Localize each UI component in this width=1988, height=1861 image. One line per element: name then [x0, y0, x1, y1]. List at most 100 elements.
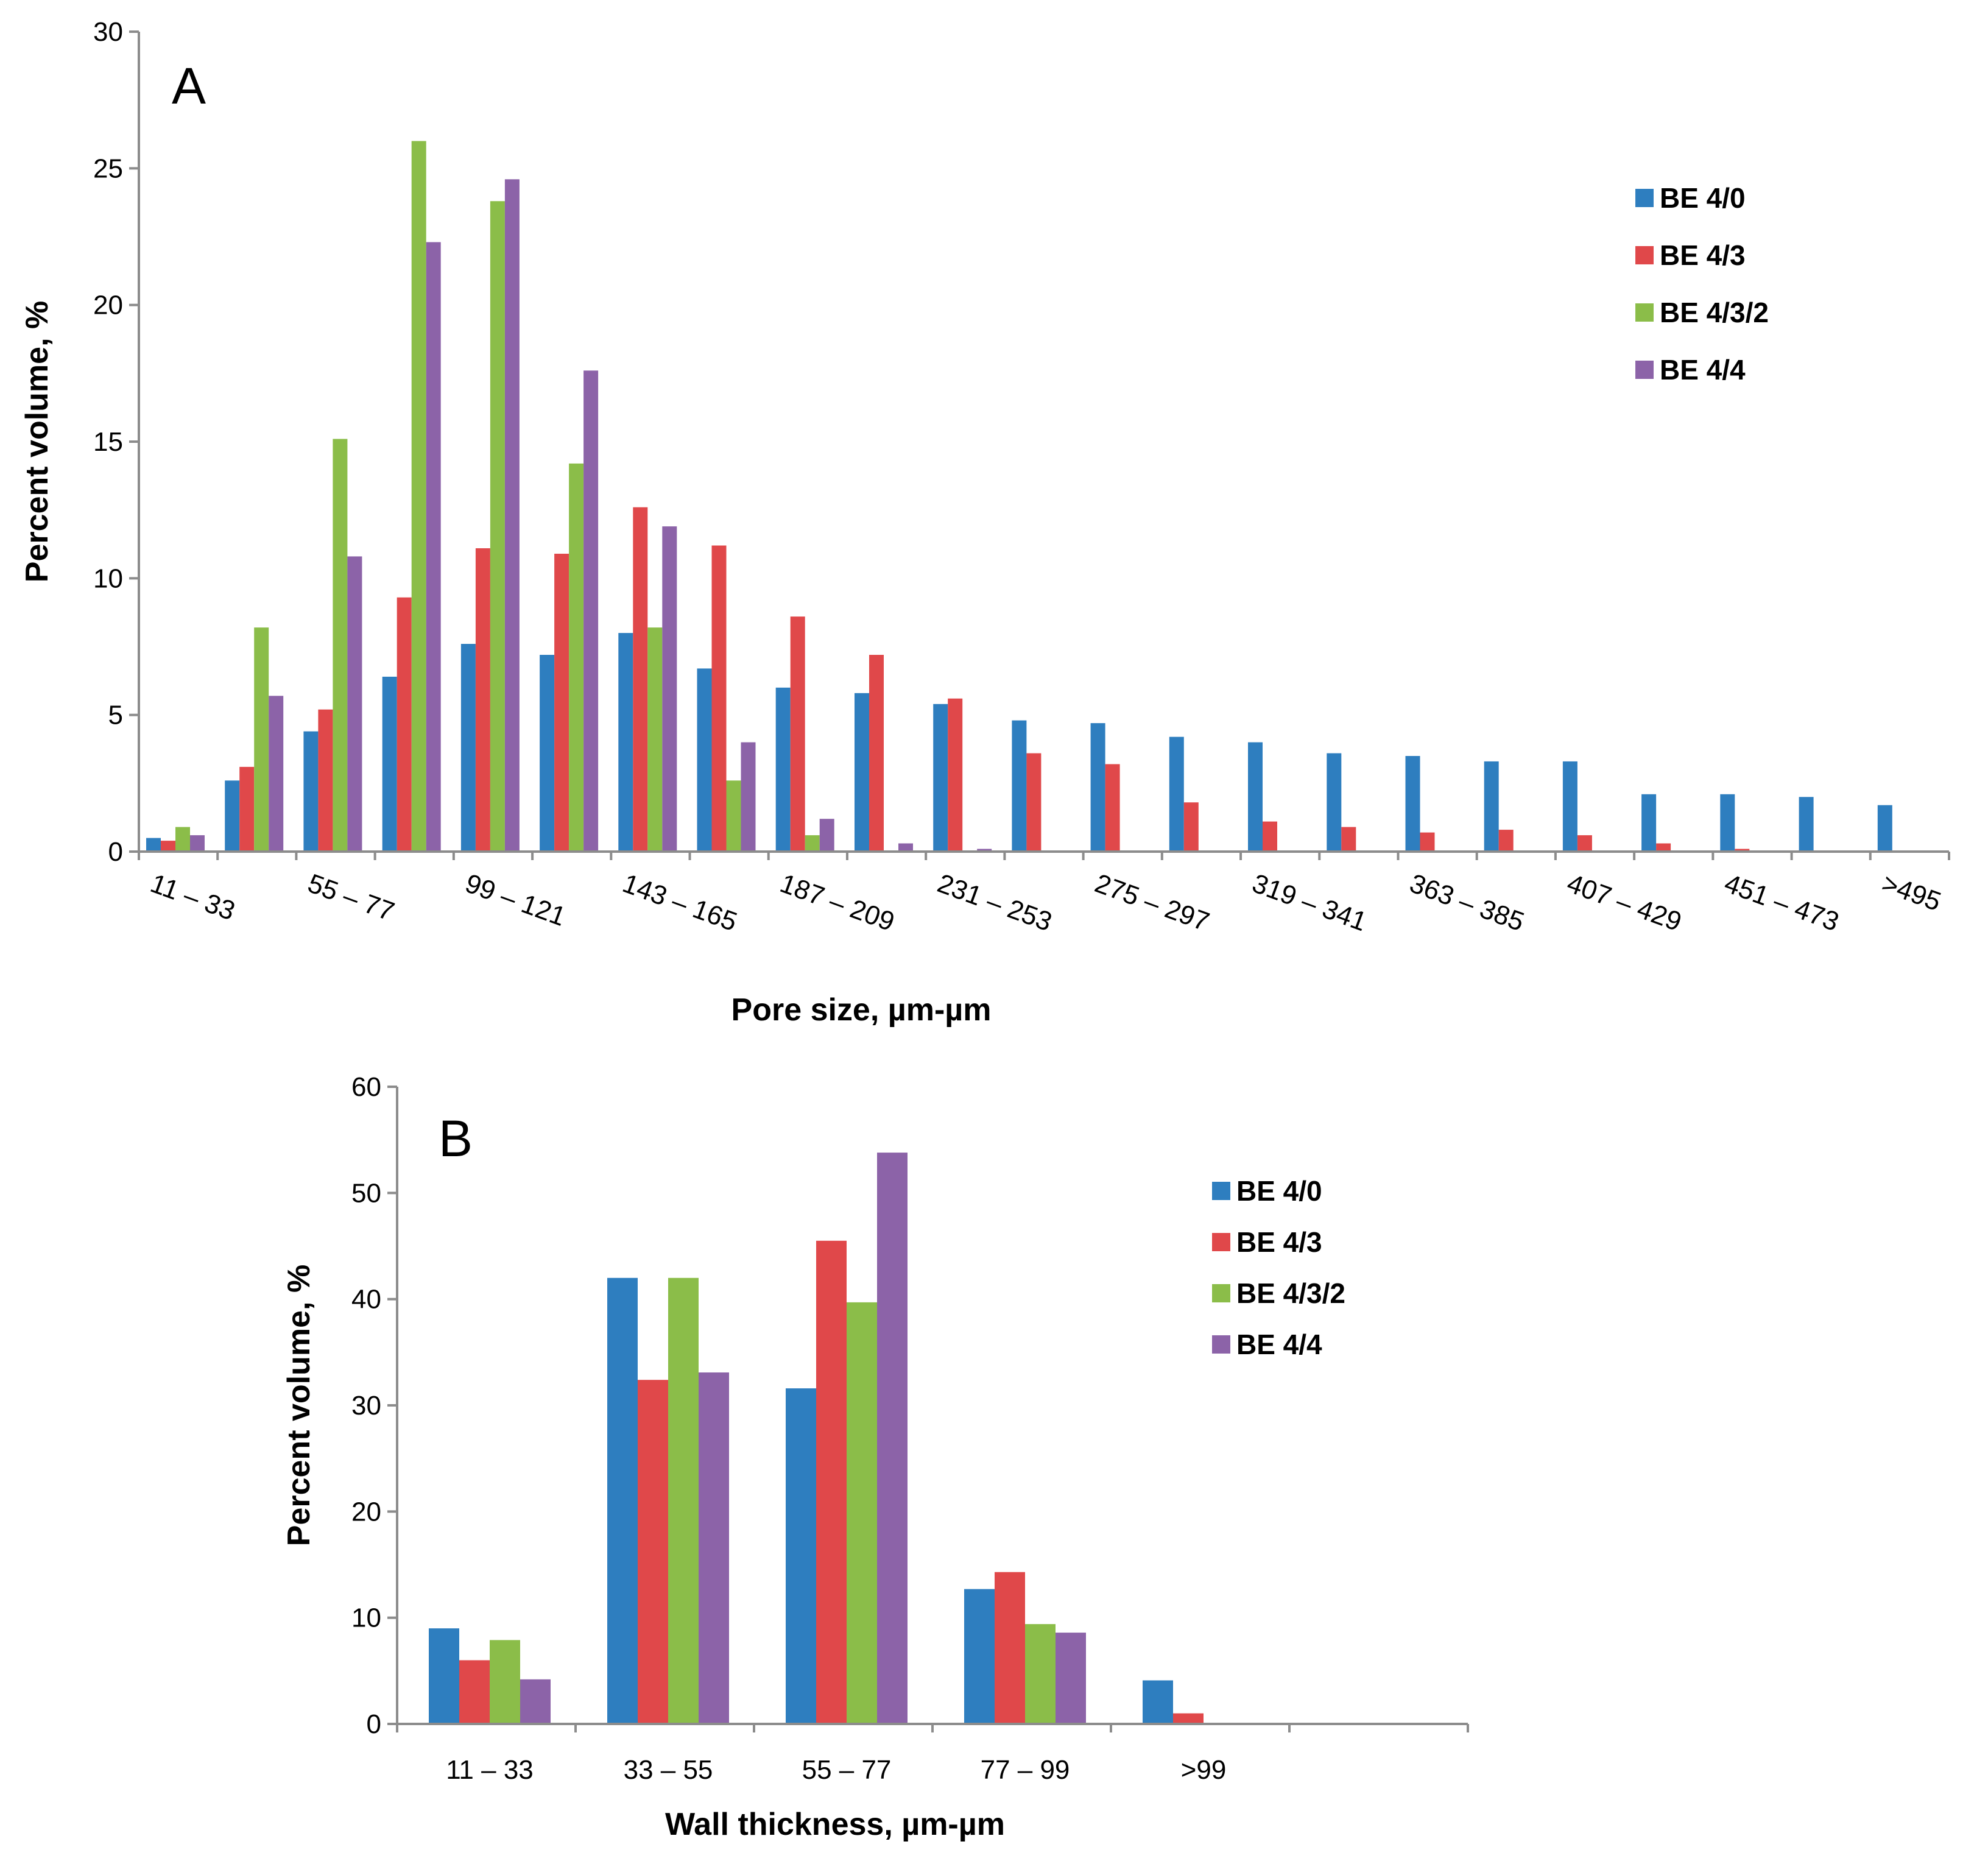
x-tick-label: 55 – 77	[802, 1755, 892, 1785]
bar	[175, 827, 190, 852]
legend-swatch	[1635, 303, 1654, 322]
bar	[1143, 1680, 1173, 1724]
bar	[877, 1153, 908, 1724]
bar	[948, 698, 963, 852]
x-tick-label: >99	[1181, 1755, 1227, 1785]
bar	[225, 780, 240, 852]
y-tick-label: 25	[93, 154, 123, 183]
bar	[1248, 742, 1263, 852]
y-tick-label: 0	[108, 837, 123, 867]
legend-swatch	[1212, 1284, 1230, 1302]
bar	[490, 201, 505, 852]
bar	[569, 463, 584, 852]
bar	[382, 676, 397, 852]
bar	[847, 1302, 877, 1724]
bar	[1183, 802, 1199, 852]
bar	[429, 1628, 459, 1724]
y-tick-label: 50	[351, 1178, 381, 1208]
bar	[607, 1277, 638, 1724]
y-tick-label: 5	[108, 701, 123, 730]
bar	[668, 1277, 699, 1724]
y-axis-title: Percent volume, %	[19, 301, 55, 582]
bar	[1562, 761, 1577, 852]
legend-swatch	[1635, 246, 1654, 264]
x-axis-title: Pore size, µm-µm	[731, 992, 992, 1028]
bar	[490, 1640, 520, 1724]
panel-label: B	[439, 1110, 473, 1167]
bar	[805, 835, 820, 852]
y-tick-label: 30	[93, 17, 123, 47]
x-tick-label: 275 – 297	[1091, 868, 1213, 937]
y-tick-label: 30	[351, 1391, 381, 1421]
bar	[898, 843, 913, 852]
bar	[1498, 830, 1514, 852]
x-tick-label: 187 – 209	[776, 868, 898, 937]
bar	[1641, 794, 1657, 852]
bar	[869, 655, 884, 852]
y-tick-label: 10	[351, 1603, 381, 1633]
legend-swatch	[1212, 1233, 1230, 1251]
panel-label: A	[172, 57, 206, 115]
bar	[995, 1572, 1025, 1724]
bar	[662, 526, 677, 852]
bar	[1327, 753, 1342, 852]
x-tick-label: 407 – 429	[1563, 868, 1685, 937]
legend-label: BE 4/3/2	[1236, 1277, 1345, 1309]
bar	[790, 616, 805, 852]
bar	[699, 1372, 729, 1724]
bar	[475, 548, 490, 852]
legend-swatch	[1212, 1182, 1230, 1200]
bar	[1877, 805, 1892, 852]
legend: BE 4/0 BE 4/3 BE 4/3/2 BE 4/4	[1635, 182, 1769, 386]
chart-panel-b: 0 10 20 30 40 50 60 11 – 33 33 – 55 55 – 77 77 – 9…	[281, 1072, 1469, 1842]
bar	[347, 556, 362, 852]
bar	[1656, 843, 1671, 852]
bar	[554, 554, 569, 852]
legend-label: BE 4/4	[1660, 354, 1746, 386]
bar	[1263, 821, 1277, 852]
bar	[397, 597, 412, 852]
bar	[333, 439, 348, 852]
bar	[741, 742, 756, 852]
y-tick-label: 40	[351, 1285, 381, 1315]
bar	[1090, 723, 1105, 852]
y-tick-label: 15	[93, 427, 123, 457]
bar	[775, 687, 791, 852]
bar	[318, 709, 333, 852]
bar	[504, 179, 520, 852]
bar	[411, 141, 426, 852]
bar	[1420, 832, 1435, 852]
bar	[1735, 849, 1750, 852]
legend-swatch	[1635, 189, 1654, 207]
x-tick-label: 77 – 99	[981, 1755, 1070, 1785]
bar	[1577, 835, 1592, 852]
y-tick-label: 20	[351, 1497, 381, 1527]
x-tick-label: 319 – 341	[1249, 868, 1371, 937]
y-axis-title: Percent volume, %	[281, 1265, 317, 1546]
x-tick-label: 55 – 77	[304, 868, 398, 927]
bar	[520, 1679, 551, 1724]
x-tick-label: 11 – 33	[147, 868, 239, 926]
bar	[711, 545, 727, 852]
bar	[618, 633, 633, 852]
bar	[303, 731, 319, 852]
bar	[146, 838, 161, 852]
legend-label: BE 4/4	[1236, 1329, 1322, 1360]
bar	[977, 849, 992, 852]
bar	[190, 835, 205, 852]
bar	[1720, 794, 1735, 852]
x-tick-label: >495	[1878, 868, 1945, 917]
x-tick-label: 11 – 33	[446, 1755, 534, 1785]
x-axis-title: Wall thickness, µm-µm	[665, 1807, 1005, 1842]
x-tick-label: 99 – 121	[461, 868, 569, 932]
bar	[855, 693, 869, 852]
bar	[1405, 756, 1420, 852]
legend-label: BE 4/3	[1236, 1226, 1322, 1258]
bar	[460, 644, 476, 852]
bar	[161, 841, 175, 852]
bar	[239, 766, 255, 852]
bar	[1026, 753, 1042, 852]
bar	[459, 1660, 490, 1724]
bar	[1025, 1624, 1056, 1724]
